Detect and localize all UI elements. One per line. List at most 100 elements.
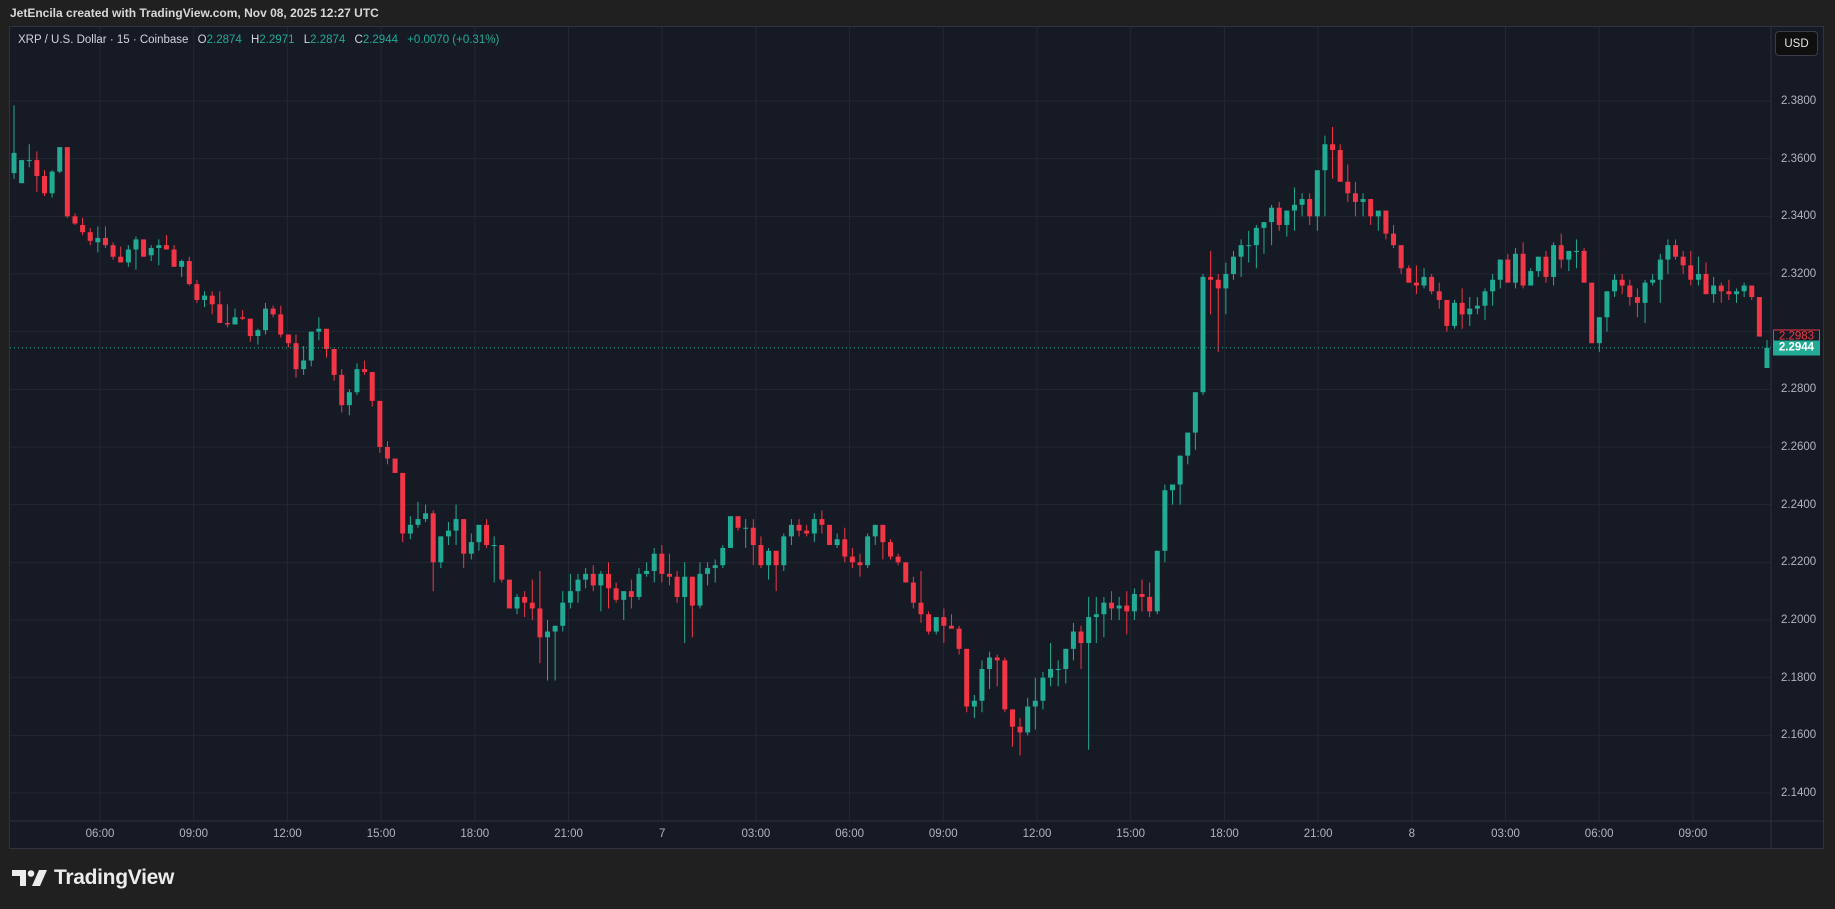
candle-body [1741, 285, 1747, 292]
candle-body [1017, 726, 1023, 733]
candle-body [743, 527, 749, 529]
candle-body [796, 524, 802, 531]
candle-body [979, 669, 985, 701]
low-value: 2.2874 [310, 34, 346, 46]
last-price-tag: 2.2944 [1773, 340, 1820, 356]
candle-body [1474, 305, 1480, 309]
candle-body [1673, 245, 1679, 257]
candle-body [11, 152, 17, 174]
candle-body [514, 596, 520, 609]
candle-body [80, 224, 86, 233]
candle-body [141, 239, 147, 257]
candle-body [323, 328, 329, 349]
candle-body [1612, 279, 1618, 292]
candle-body [1177, 455, 1183, 485]
candle-body [1246, 245, 1252, 247]
candle-body [583, 573, 589, 580]
time-axis-label: 7 [658, 828, 666, 840]
candle-body [209, 295, 215, 305]
chart-pane[interactable] [9, 26, 1824, 849]
time-axis-label: 09:00 [928, 828, 958, 840]
candle-body [636, 573, 642, 597]
candle-body [705, 568, 711, 574]
candle-body [537, 608, 543, 638]
candle-body [1589, 282, 1595, 344]
candle-body [628, 591, 634, 597]
candle-body [1665, 245, 1671, 260]
candle-body [659, 553, 665, 574]
candle-body [956, 628, 962, 649]
candle-body [423, 513, 429, 520]
candle-body [1116, 605, 1122, 609]
candle-body [1307, 199, 1313, 217]
candle-body [834, 539, 840, 546]
candle-body [1482, 291, 1488, 306]
candle-body [148, 248, 154, 256]
time-axis-label: 21:00 [554, 828, 583, 840]
candle-body [1512, 253, 1518, 283]
candle-body [1238, 245, 1244, 257]
time-axis-label: 06:00 [835, 828, 864, 840]
candle-body [1345, 181, 1351, 194]
price-axis-label: 2.3400 [1781, 210, 1817, 223]
time-axis-label: 06:00 [1584, 828, 1614, 840]
candle-body [1284, 210, 1290, 225]
candle-body [712, 565, 718, 569]
candle-body [545, 631, 551, 638]
candle-body [316, 328, 322, 332]
candle-body [1162, 490, 1168, 551]
candle-body [415, 519, 421, 525]
candle-body [1261, 222, 1267, 228]
candle-body [461, 519, 467, 554]
candle-body [194, 284, 200, 300]
candle-body [57, 147, 63, 172]
price-axis-label: 2.3800 [1781, 95, 1817, 107]
candle-body [1398, 245, 1404, 269]
candle-body [750, 527, 756, 546]
tradingview-logo[interactable]: TradingView [12, 866, 174, 890]
candle-body [964, 648, 970, 707]
candle-body [293, 343, 299, 370]
symbol-title[interactable]: XRP / U.S. Dollar · 15 · Coinbase [18, 34, 189, 46]
candle-body [1490, 279, 1496, 292]
candle-body [346, 392, 352, 406]
candle-body [720, 547, 726, 566]
candle-body [781, 536, 787, 566]
candle-body [529, 602, 535, 609]
candle-body [1436, 291, 1442, 300]
candle-body [499, 545, 505, 580]
candle-body [384, 446, 390, 459]
candle-body [1070, 631, 1076, 649]
candle-body [1558, 245, 1564, 260]
candle-body [1551, 245, 1557, 277]
candle-body [240, 317, 246, 319]
time-axis-label: 18:00 [1210, 828, 1239, 840]
candle-body [445, 530, 451, 537]
currency-button[interactable]: USD [1775, 31, 1818, 56]
candle-body [819, 519, 825, 525]
time-axis-label: 12:00 [1022, 828, 1052, 840]
candle-body [1223, 273, 1229, 289]
candle-body [1063, 648, 1069, 670]
candle-body [1314, 170, 1320, 217]
candle-body [125, 249, 131, 263]
candle-body [1764, 347, 1770, 368]
close-label: C [354, 34, 363, 46]
candle-body [1009, 709, 1015, 727]
candle-body [1086, 617, 1092, 644]
candle-body [1688, 265, 1694, 280]
candle-body [1604, 291, 1610, 318]
candle-body [34, 160, 40, 176]
candle-body [1002, 660, 1008, 710]
candle-body [941, 617, 947, 626]
candle-body [1322, 144, 1328, 171]
symbol-legend: XRP / U.S. Dollar · 15 · Coinbase O2.287… [18, 34, 499, 46]
candle-body [468, 542, 474, 554]
candle-body [1535, 256, 1541, 272]
time-axis-label: 15:00 [1116, 828, 1146, 840]
candle-body [1055, 669, 1061, 671]
price-axis-label: 2.2800 [1781, 383, 1817, 396]
price-axis-label: 2.1600 [1781, 729, 1817, 742]
candle-body [1581, 250, 1587, 283]
